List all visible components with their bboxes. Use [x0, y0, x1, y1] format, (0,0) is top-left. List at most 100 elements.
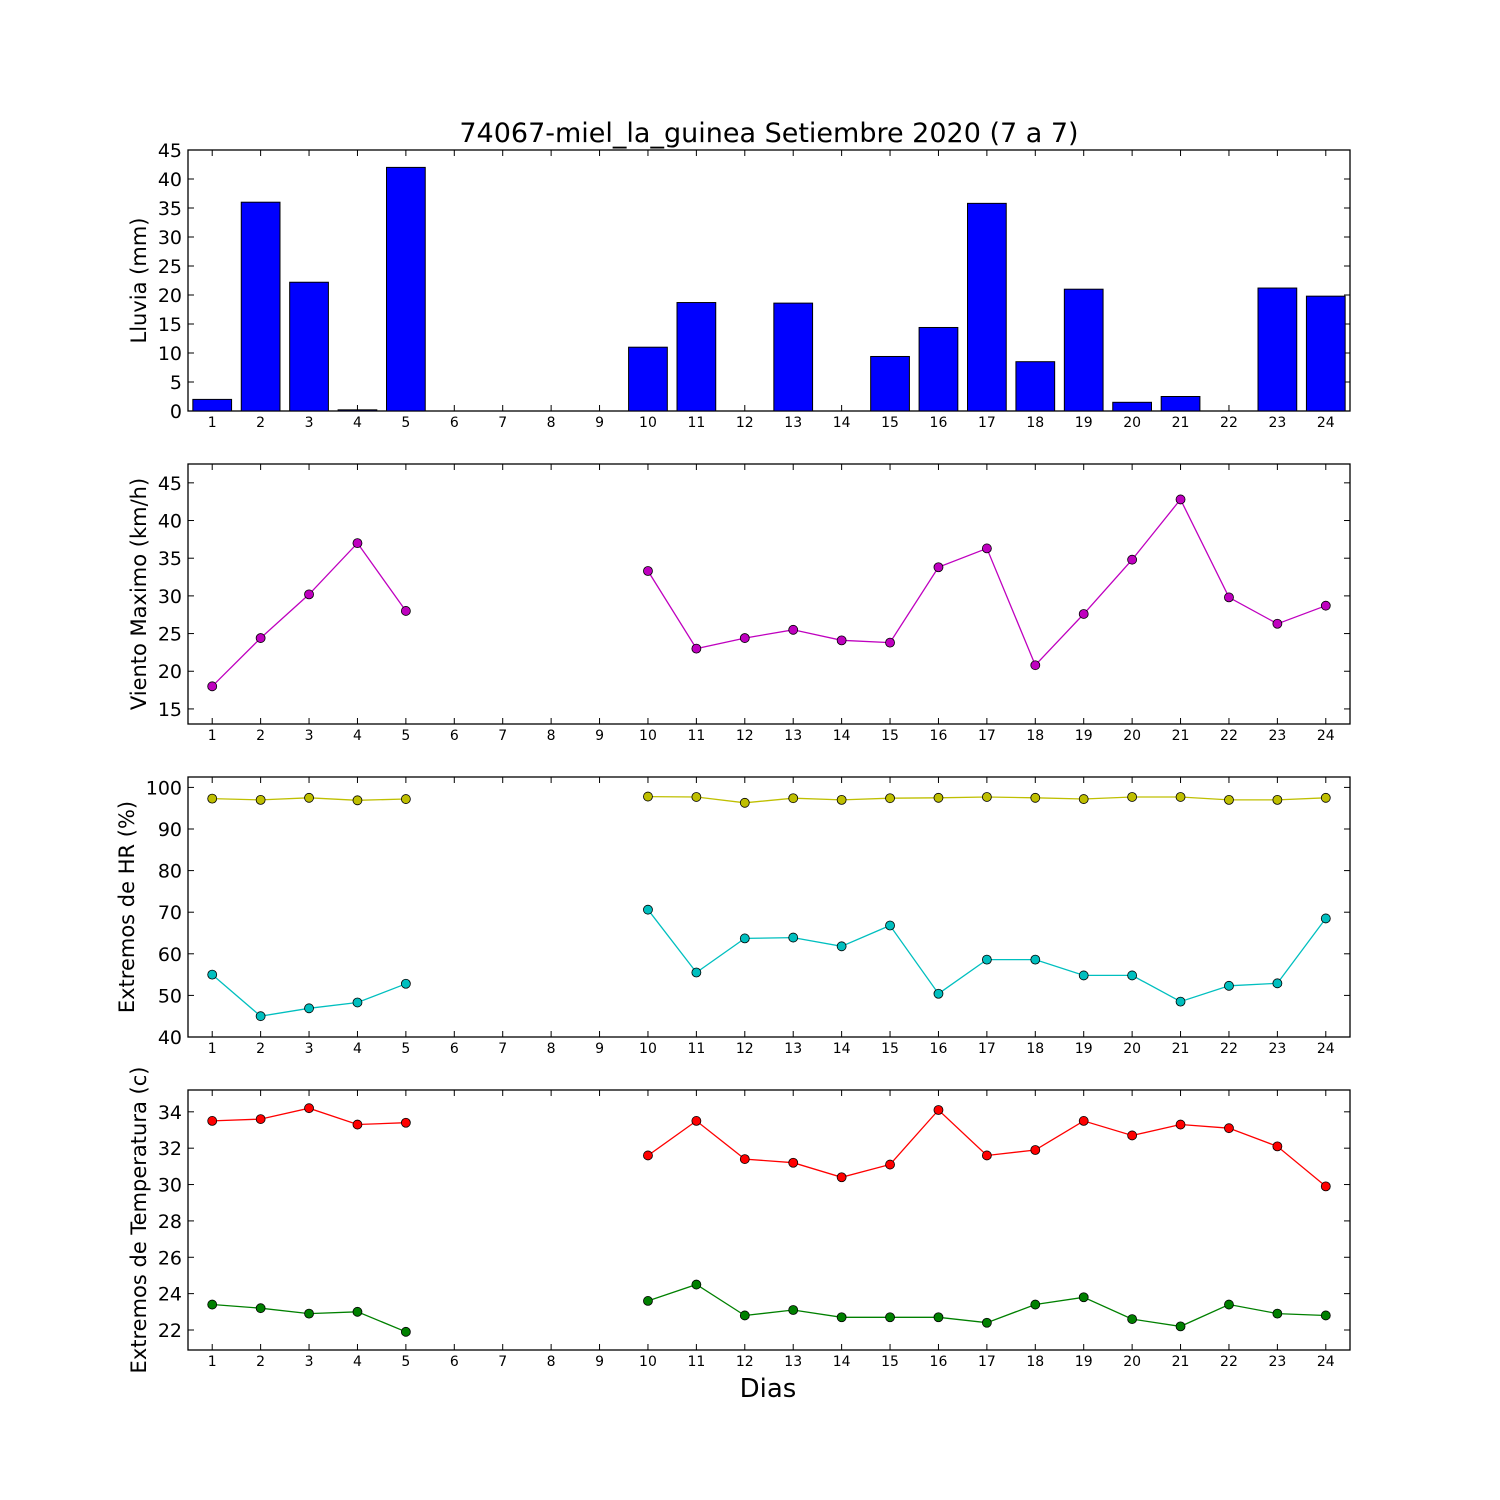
data-point-2-day-11 [691, 1279, 702, 1290]
y-tick-label: 100 [146, 777, 182, 799]
x-tick-label: 6 [450, 728, 459, 744]
y-tick-label: 30 [158, 227, 182, 249]
data-point-1-day-13 [788, 793, 799, 804]
bar-day-18 [1015, 361, 1056, 412]
data-point-1-day-16 [933, 562, 944, 573]
data-point-1-day-21 [1175, 494, 1186, 505]
data-point-2-day-4 [352, 997, 363, 1008]
data-point-2-day-15 [885, 1312, 895, 1323]
x-tick-label: 8 [547, 1041, 556, 1057]
bar-day-4 [337, 409, 378, 412]
data-point-2-day-14 [836, 1312, 847, 1323]
x-tick-label: 11 [687, 728, 705, 744]
data-point-2-day-20 [1127, 970, 1138, 981]
plot-frame [187, 1089, 1351, 1351]
y-tick-label: 15 [158, 699, 182, 721]
x-tick-label: 9 [595, 1354, 604, 1370]
bar-day-13 [773, 302, 814, 412]
x-tick-label: 23 [1268, 728, 1286, 744]
data-point-2-day-5 [400, 978, 411, 989]
data-point-1-day-2 [255, 794, 266, 805]
x-axis-label: Dias [740, 1374, 797, 1404]
data-point-1-day-19 [1078, 609, 1089, 619]
x-tick-label: 9 [595, 1041, 604, 1057]
x-tick-label: 22 [1220, 1041, 1238, 1057]
data-point-2-day-4 [352, 1306, 363, 1317]
x-tick-label: 4 [353, 1041, 362, 1057]
data-point-1-day-24 [1320, 600, 1331, 611]
x-tick-label: 21 [1172, 1041, 1190, 1057]
bar-day-2 [240, 201, 281, 412]
y-tick-label: 40 [158, 511, 182, 533]
y-tick-label: 40 [158, 169, 182, 191]
bar-day-21 [1160, 396, 1201, 412]
data-point-2-day-12 [739, 933, 750, 944]
x-tick-label: 23 [1268, 1041, 1286, 1057]
x-tick-label: 13 [784, 415, 802, 431]
data-point-1-day-10 [643, 566, 653, 576]
data-point-2-day-24 [1320, 913, 1331, 924]
data-point-1-day-14 [836, 1172, 847, 1183]
data-point-2-day-14 [836, 941, 847, 952]
x-tick-label: 22 [1220, 728, 1238, 744]
data-point-1-day-13 [788, 624, 799, 635]
y-tick-label: 30 [158, 586, 182, 608]
y-tick-label: 28 [158, 1211, 182, 1233]
x-tick-label: 12 [736, 728, 754, 744]
x-tick-label: 7 [498, 1041, 507, 1057]
x-tick-label: 9 [595, 415, 604, 431]
x-tick-label: 4 [353, 728, 362, 744]
series-line-1 [211, 542, 407, 687]
data-point-2-day-3 [304, 1308, 314, 1319]
data-point-2-day-18 [1030, 954, 1041, 965]
x-tick-label: 22 [1220, 415, 1238, 431]
x-tick-label: 20 [1123, 1041, 1141, 1057]
y-tick-label: 45 [158, 140, 182, 162]
x-tick-label: 19 [1075, 1354, 1093, 1370]
bar-day-19 [1063, 288, 1104, 412]
x-tick-label: 15 [881, 1041, 899, 1057]
x-tick-label: 21 [1172, 1354, 1190, 1370]
x-tick-label: 1 [208, 415, 217, 431]
data-point-1-day-12 [739, 797, 750, 808]
data-point-1-day-17 [981, 1150, 992, 1161]
x-tick-label: 14 [833, 1354, 851, 1370]
x-tick-label: 1 [208, 728, 217, 744]
x-tick-label: 18 [1026, 415, 1044, 431]
x-tick-label: 3 [305, 728, 314, 744]
data-point-1-day-21 [1175, 1119, 1186, 1130]
data-point-2-day-21 [1175, 996, 1186, 1007]
data-point-2-day-20 [1127, 1314, 1138, 1324]
data-point-2-day-16 [933, 988, 944, 999]
data-point-1-day-24 [1320, 792, 1331, 803]
data-point-1-day-2 [255, 1114, 266, 1124]
x-tick-label: 20 [1123, 1354, 1141, 1370]
x-tick-label: 13 [784, 1354, 802, 1370]
x-tick-label: 4 [353, 415, 362, 431]
data-point-1-day-13 [788, 1157, 799, 1168]
x-tick-label: 4 [353, 1354, 362, 1370]
x-tick-label: 18 [1026, 728, 1044, 744]
data-point-1-day-16 [933, 1105, 944, 1115]
x-tick-label: 10 [639, 415, 657, 431]
x-tick-label: 5 [401, 415, 410, 431]
data-point-1-day-1 [207, 1116, 218, 1126]
data-point-2-day-16 [933, 1312, 944, 1323]
data-point-1-day-4 [352, 795, 363, 806]
chart-title: 74067-miel_la_guinea Setiembre 2020 (7 a… [459, 118, 1078, 149]
x-tick-label: 21 [1172, 728, 1190, 744]
data-point-1-day-5 [400, 794, 411, 804]
y-tick-label: 45 [158, 473, 182, 495]
y-tick-label: 25 [158, 624, 182, 646]
y-tick-label: 80 [158, 861, 182, 883]
x-tick-label: 6 [450, 1041, 459, 1057]
data-point-1-day-14 [836, 794, 847, 805]
x-tick-label: 2 [256, 728, 265, 744]
y-tick-label: 35 [158, 548, 182, 570]
x-tick-label: 5 [401, 1354, 410, 1370]
x-tick-label: 21 [1172, 415, 1190, 431]
data-point-2-day-19 [1078, 1292, 1089, 1303]
data-point-1-day-21 [1175, 792, 1186, 802]
